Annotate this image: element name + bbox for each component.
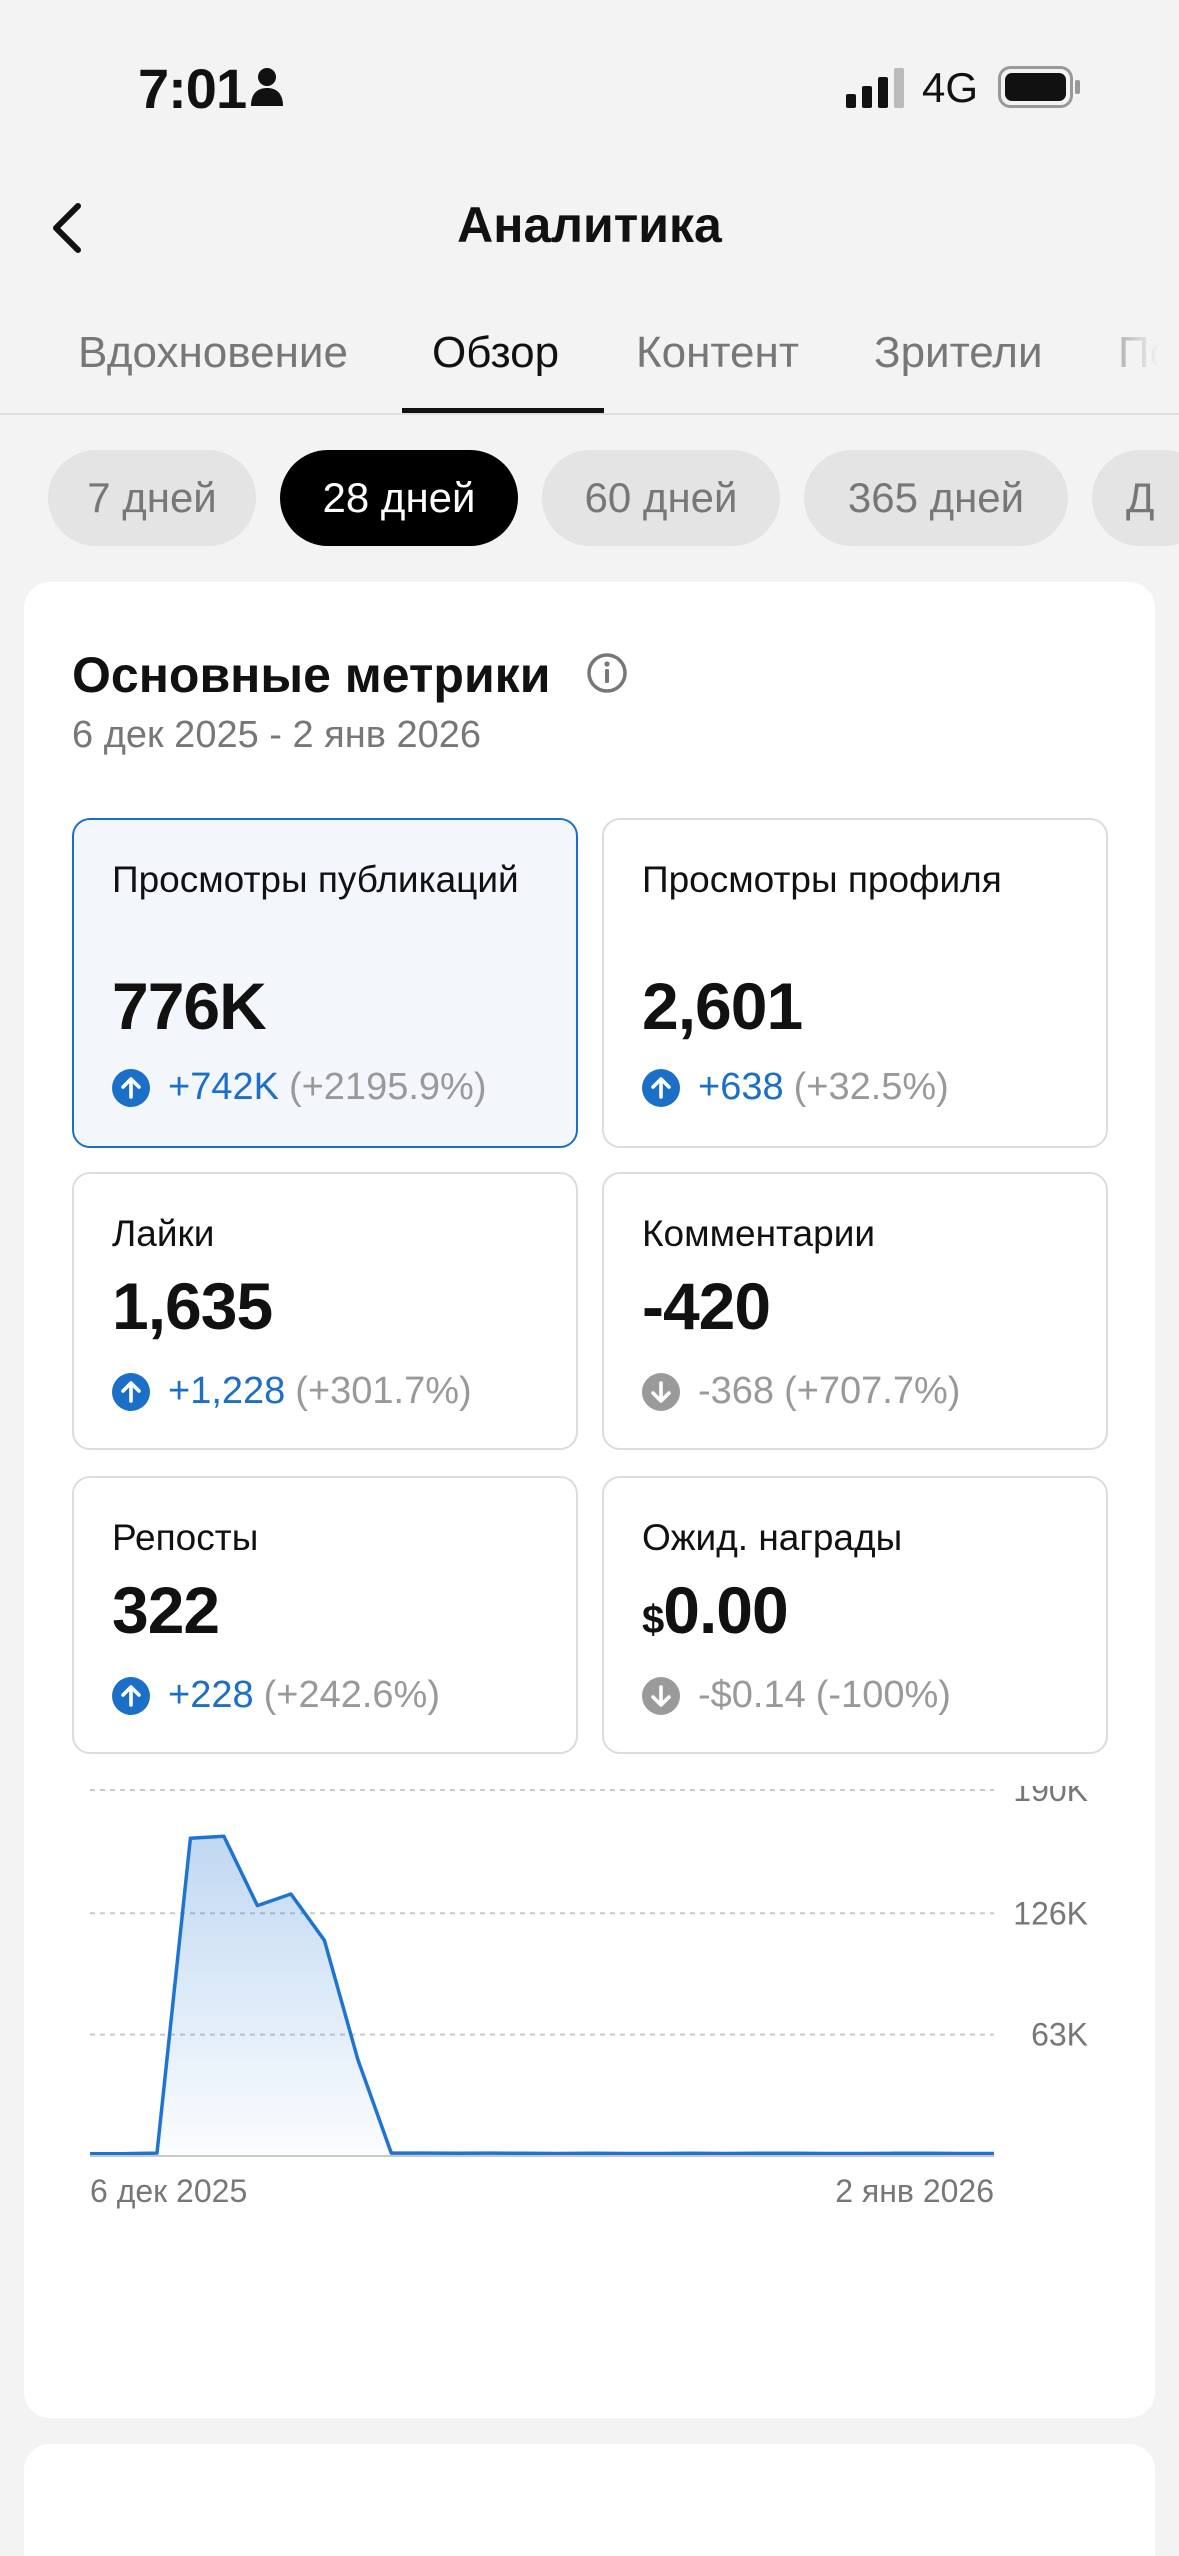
period-selector: 7 дней 28 дней 60 дней 365 дней Д	[0, 450, 1179, 546]
chart-point	[491, 2152, 493, 2154]
next-card	[24, 2444, 1155, 2556]
metric-tile-likes[interactable]: Лайки 1,635 +1,228 (+301.7%)	[72, 1172, 578, 1450]
chart-point	[792, 2152, 794, 2154]
chart-point	[122, 2153, 124, 2155]
chart-point	[725, 2152, 727, 2154]
metric-value: 776K	[112, 969, 267, 1043]
metric-delta: -$0.14 (-100%)	[642, 1674, 951, 1717]
chart-point	[223, 1835, 225, 1837]
y-tick-label: 190K	[1013, 1786, 1088, 1808]
chart-point	[156, 2152, 158, 2154]
chart-point	[591, 2152, 593, 2154]
battery-icon	[998, 66, 1080, 108]
tab-audience[interactable]: Зрители	[874, 328, 1043, 377]
metric-value: 2,601	[642, 969, 803, 1043]
y-tick-label: 126K	[1013, 1895, 1088, 1931]
tab-content[interactable]: Контент	[636, 328, 799, 377]
arrow-up-circle-icon	[642, 1068, 680, 1107]
date-range: 6 дек 2025 - 2 янв 2026	[72, 714, 482, 756]
status-bar: 7:01 4G	[0, 0, 1179, 175]
person-icon	[251, 68, 283, 106]
period-365-days[interactable]: 365 дней	[804, 450, 1068, 546]
period-7-days[interactable]: 7 дней	[48, 450, 256, 546]
chart-point	[290, 1893, 292, 1895]
tab-bar: Вдохновение Обзор Контент Зрители По	[0, 320, 1179, 415]
metric-delta: +228 (+242.6%)	[112, 1674, 440, 1717]
chart-point	[323, 1939, 325, 1941]
chart-point	[357, 2059, 359, 2061]
chart-point	[457, 2152, 459, 2154]
chart-point	[960, 2152, 962, 2154]
tab-inspiration[interactable]: Вдохновение	[78, 328, 348, 377]
x-axis-end-label: 2 янв 2026	[835, 2173, 994, 2209]
chart-point	[759, 2152, 761, 2154]
metric-value: $0.00	[642, 1573, 789, 1647]
metric-label: Лайки	[112, 1213, 215, 1254]
arrow-down-circle-icon	[642, 1676, 680, 1715]
arrow-up-circle-icon	[112, 1372, 150, 1411]
active-tab-indicator	[402, 408, 604, 413]
metric-label: Комментарии	[642, 1213, 876, 1254]
network-label: 4G	[922, 64, 979, 111]
chart-area-fill	[90, 1836, 994, 2156]
y-tick-label: 63K	[1031, 2017, 1088, 2053]
metric-tile-post-views[interactable]: Просмотры публикаций 776K +742K (+2195.9…	[72, 818, 578, 1148]
status-time: 7:01	[138, 57, 247, 120]
post-views-chart[interactable]: 190K 126K 63K 6 дек 2025 2 янв 2026	[24, 1786, 1155, 2366]
metric-value: 322	[112, 1573, 220, 1647]
chart-point	[89, 2153, 91, 2155]
chart-point	[424, 2152, 426, 2154]
page-title: Аналитика	[457, 197, 722, 253]
period-60-days[interactable]: 60 дней	[542, 450, 780, 546]
metric-value: 1,635	[112, 1269, 273, 1343]
metric-delta: +742K (+2195.9%)	[112, 1066, 486, 1109]
chart-point	[625, 2152, 627, 2154]
metric-delta: +638 (+32.5%)	[642, 1066, 949, 1109]
metric-delta: -368 (+707.7%)	[642, 1370, 960, 1413]
card-title: Основные метрики	[72, 647, 551, 703]
chart-point	[558, 2152, 560, 2154]
chart-point	[692, 2152, 694, 2154]
metric-tile-expected-rewards[interactable]: Ожид. награды $0.00 -$0.14 (-100%)	[602, 1476, 1108, 1754]
chart-point	[658, 2152, 660, 2154]
metric-tile-reposts[interactable]: Репосты 322 +228 (+242.6%)	[72, 1476, 578, 1754]
chart-point	[256, 1905, 258, 1907]
info-icon[interactable]	[586, 652, 628, 694]
metric-label: Ожид. награды	[642, 1517, 903, 1558]
metric-value: -420	[642, 1269, 771, 1343]
chart-point	[926, 2152, 928, 2154]
metric-label: Просмотры профиля	[642, 859, 1002, 900]
chart-point	[893, 2152, 895, 2154]
chart-series-line	[90, 1834, 994, 2156]
chart-point	[524, 2152, 526, 2154]
metric-label: Просмотры публикаций	[112, 859, 519, 900]
back-chevron-icon[interactable]	[44, 196, 94, 260]
arrow-up-circle-icon	[112, 1676, 150, 1715]
currency-symbol: $	[642, 1598, 664, 1642]
signal-icon	[846, 68, 904, 108]
chart-point	[390, 2152, 392, 2154]
arrow-up-circle-icon	[112, 1068, 150, 1107]
period-28-days[interactable]: 28 дней	[280, 450, 518, 546]
chart-point	[993, 2152, 995, 2154]
metric-label: Репосты	[112, 1517, 259, 1558]
metric-tile-comments[interactable]: Комментарии -420 -368 (+707.7%)	[602, 1172, 1108, 1450]
metric-tile-profile-views[interactable]: Просмотры профиля 2,601 +638 (+32.5%)	[602, 818, 1108, 1148]
chart-point	[189, 1837, 191, 1839]
tab-fade	[1080, 320, 1179, 413]
period-custom[interactable]: Д	[1092, 450, 1179, 546]
tab-overview[interactable]: Обзор	[432, 328, 560, 377]
chart-point	[826, 2152, 828, 2154]
key-metrics-card: Основные метрики 6 дек 2025 - 2 янв 2026…	[24, 582, 1155, 2418]
arrow-down-circle-icon	[642, 1372, 680, 1411]
x-axis-start-label: 6 дек 2025	[90, 2173, 247, 2209]
chart-point	[859, 2152, 861, 2154]
metric-delta: +1,228 (+301.7%)	[112, 1370, 472, 1413]
